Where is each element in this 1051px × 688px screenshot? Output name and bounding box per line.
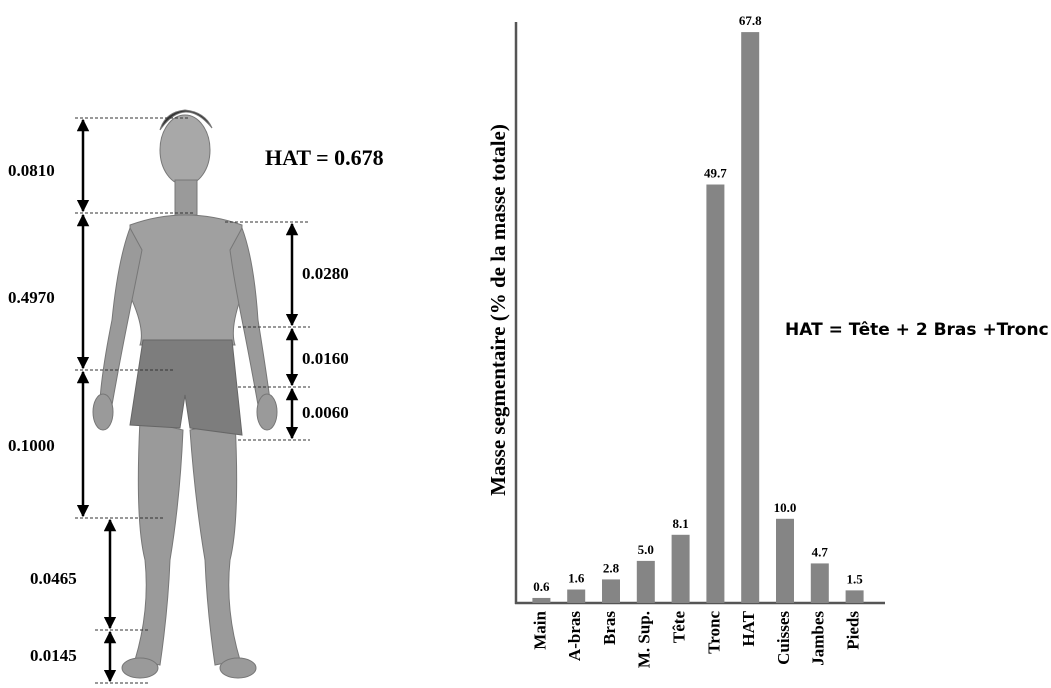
value-label: 4.7 (812, 544, 829, 559)
bar (706, 184, 725, 603)
x-tick-label: Pieds (844, 611, 863, 650)
dimension-label: 0.0060 (302, 403, 349, 422)
bar (810, 563, 829, 603)
y-axis-label: Masse segmentaire (% de la masse totale) (486, 124, 510, 496)
bar (532, 597, 551, 603)
value-label: 5.0 (638, 542, 654, 557)
value-label: 2.8 (603, 560, 620, 575)
bar (776, 518, 794, 603)
dimension-label: 0.0280 (302, 264, 349, 283)
bar (636, 560, 655, 603)
hat-label: HAT = 0.678 (265, 145, 384, 170)
x-tick-label: Tête (670, 611, 689, 644)
dimension-labels: 0.0810 0.4970 0.1000 0.0465 0.0145 0.028… (8, 145, 384, 665)
bar (567, 589, 586, 603)
value-label: 1.5 (846, 571, 863, 586)
dimension-label: 0.0160 (302, 349, 349, 368)
value-label: 0.6 (533, 579, 550, 594)
x-tick-label: Bras (600, 611, 619, 645)
dimension-label: 0.1000 (8, 436, 55, 455)
bar (741, 32, 760, 603)
value-label: 67.8 (739, 13, 762, 28)
bar (845, 590, 864, 603)
annotation: HAT = Tête + 2 Bras +Tronc (785, 320, 1049, 340)
x-tick-label: A-bras (565, 611, 584, 661)
x-tick-label: HAT (739, 610, 758, 646)
value-label: 1.6 (568, 571, 585, 586)
x-tick-label: Cuisses (774, 611, 793, 665)
dimension-label: 0.0465 (30, 569, 77, 588)
dimension-label: 0.0810 (8, 161, 55, 180)
x-tick-label: Jambes (809, 611, 828, 666)
dimension-label: 0.4970 (8, 288, 55, 307)
bar (602, 579, 620, 603)
x-tick-label: Tronc (704, 611, 723, 654)
value-label: 10.0 (774, 500, 797, 515)
body-figure (92, 109, 278, 679)
x-tick-label: Main (530, 610, 549, 649)
bar (671, 534, 690, 603)
dimension-label: 0.0145 (30, 646, 77, 665)
value-label: 49.7 (704, 165, 727, 180)
x-tick-label: M. Sup. (635, 611, 654, 668)
dimension-lines (75, 117, 310, 684)
value-label: 8.1 (672, 516, 688, 531)
